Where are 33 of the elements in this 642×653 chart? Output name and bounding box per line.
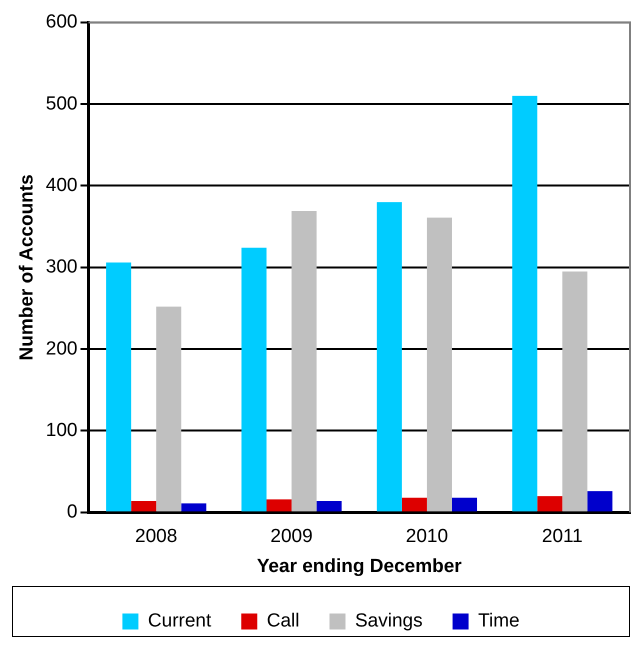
bar <box>181 503 206 512</box>
x-tick-label: 2009 <box>270 526 313 548</box>
y-tick-label: 200 <box>46 338 78 360</box>
y-tick-label: 600 <box>46 12 78 33</box>
bar <box>241 248 267 512</box>
legend-label: Current <box>148 610 212 632</box>
legend-label: Call <box>266 610 300 632</box>
bar <box>452 498 478 512</box>
y-tick-label: 300 <box>46 256 78 278</box>
bar <box>512 96 538 512</box>
bar <box>587 491 612 512</box>
bar <box>266 499 292 512</box>
x-axis-title: Year ending December <box>256 556 462 577</box>
bar <box>316 500 342 512</box>
x-tick-label: 2008 <box>135 526 178 548</box>
bar <box>426 218 452 512</box>
x-tick-label: 2010 <box>406 526 448 548</box>
bar <box>402 498 427 512</box>
legend-label: Time <box>478 610 520 632</box>
y-axis-title: Number of Accounts <box>16 174 38 360</box>
bar <box>292 211 317 512</box>
y-tick-label: 400 <box>46 174 78 196</box>
bar <box>376 202 402 512</box>
bar <box>131 500 156 512</box>
y-tick-label: 100 <box>46 420 78 441</box>
x-tick-label: 2011 <box>542 526 583 548</box>
y-tick-label: 500 <box>46 93 78 114</box>
legend-label: Savings <box>354 610 423 632</box>
bar <box>537 496 562 512</box>
bar <box>156 306 182 512</box>
bar <box>562 271 588 512</box>
bar <box>106 262 132 512</box>
y-tick-label: 0 <box>66 502 78 523</box>
